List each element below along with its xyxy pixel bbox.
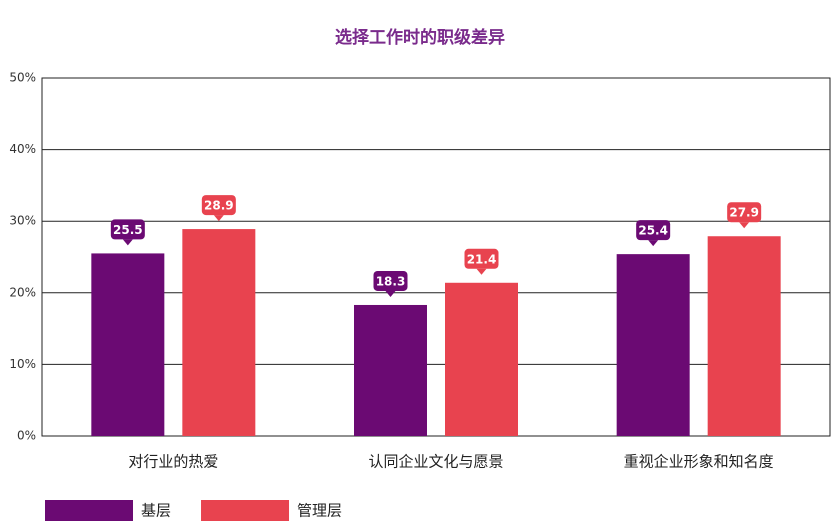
value-label: 18.3 [376,274,406,288]
value-label-pointer [739,222,750,229]
value-label-box [201,195,236,216]
bar [91,253,165,436]
y-tick-label: 30% [9,214,36,228]
y-tick-label: 10% [9,357,36,371]
y-tick-label: 20% [9,285,36,299]
legend-swatch [45,500,133,521]
value-label: 25.4 [638,224,668,238]
value-label: 25.5 [113,223,143,237]
value-label-pointer [122,239,133,246]
value-label-box [636,220,671,241]
value-label-box [373,270,408,291]
value-label: 21.4 [467,252,497,266]
bar [445,282,518,436]
value-label-pointer [476,268,487,275]
bar [707,236,781,436]
value-label: 28.9 [204,199,234,213]
y-tick-label: 50% [9,71,36,85]
bar [182,229,256,436]
value-label: 27.9 [729,206,759,220]
x-tick-label: 对行业的热爱 [128,453,218,471]
value-label-box [727,202,762,223]
bar [616,254,690,436]
legend-swatch [201,500,290,521]
legend-label: 管理层 [297,502,342,520]
value-label-pointer [648,240,659,247]
bar [354,304,427,436]
value-label-pointer [385,290,396,297]
value-label-box [464,248,499,269]
value-label-box [110,219,145,240]
x-tick-label: 重视企业形象和知名度 [624,453,774,471]
y-tick-label: 40% [9,142,36,156]
y-tick-label: 0% [17,429,36,443]
x-tick-label: 认同企业文化与愿景 [368,453,503,471]
chart-title: 选择工作时的职级差异 [335,27,505,48]
legend-label: 基层 [141,502,171,520]
value-label-pointer [213,215,224,222]
